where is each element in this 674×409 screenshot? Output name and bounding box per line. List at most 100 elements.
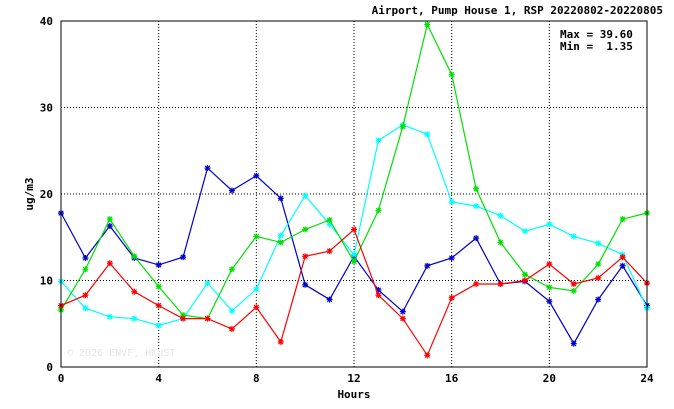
data-point (473, 280, 480, 287)
data-point (228, 187, 235, 194)
data-point (375, 207, 382, 214)
data-point (131, 288, 138, 295)
series-layer (58, 21, 650, 359)
data-point (399, 315, 406, 322)
data-point (619, 262, 626, 269)
data-point (106, 260, 113, 267)
data-point (351, 251, 357, 258)
y-axis-label: ug/m3 (23, 177, 36, 210)
data-point (595, 274, 602, 281)
plot-frame (60, 20, 648, 368)
data-point (155, 322, 162, 329)
data-point (546, 298, 553, 305)
data-point (155, 302, 162, 309)
data-point (351, 258, 357, 265)
x-tick-label: 4 (155, 372, 162, 385)
data-point (204, 315, 211, 322)
x-tick-label: 24 (640, 372, 654, 385)
data-point (497, 212, 504, 219)
x-tick-label: 12 (347, 372, 360, 385)
data-point (619, 216, 626, 223)
data-point (521, 271, 528, 278)
data-point (473, 203, 480, 210)
x-tick-labels: 0 4 8 12 16 20 24 (58, 372, 654, 385)
data-point (253, 304, 260, 311)
data-point (399, 308, 406, 315)
x-tick-label: 0 (58, 372, 65, 385)
data-point (253, 172, 260, 179)
data-point (277, 239, 284, 246)
data-point (619, 254, 626, 261)
data-point (106, 216, 113, 223)
data-point (448, 198, 455, 205)
data-point (424, 131, 431, 138)
data-point (546, 261, 553, 268)
data-point (375, 292, 382, 299)
data-point (595, 296, 602, 303)
data-point (82, 255, 89, 262)
data-point (277, 195, 284, 202)
data-point (570, 340, 577, 347)
data-point (302, 253, 309, 260)
data-point (448, 71, 455, 78)
data-point (253, 286, 260, 293)
data-point (82, 305, 89, 312)
data-point (82, 266, 89, 273)
data-point (570, 280, 577, 287)
data-point (595, 261, 602, 268)
data-point (228, 325, 235, 332)
data-point (424, 352, 431, 359)
data-point (570, 233, 577, 240)
data-point (82, 292, 89, 299)
data-point (546, 284, 553, 291)
y-tick-label: 10 (40, 275, 53, 288)
data-point (326, 216, 333, 223)
data-point (180, 315, 187, 322)
data-point (204, 280, 211, 287)
data-point (521, 277, 528, 284)
grid (61, 21, 647, 367)
data-point (302, 281, 309, 288)
data-point (131, 315, 138, 322)
data-point (253, 233, 260, 240)
max-label: Max = 39.60 (560, 28, 633, 41)
data-point (302, 192, 309, 199)
y-tick-label: 40 (40, 15, 53, 28)
data-point (375, 137, 382, 144)
series-3 (58, 21, 650, 322)
data-point (399, 123, 406, 130)
data-point (155, 261, 162, 268)
data-point (106, 313, 113, 320)
data-point (351, 226, 357, 233)
data-point (521, 228, 528, 235)
data-point (131, 253, 138, 260)
x-axis-label: Hours (337, 388, 370, 401)
series-4 (58, 226, 650, 359)
x-tick-label: 20 (543, 372, 556, 385)
data-point (302, 226, 309, 233)
series-2 (58, 121, 650, 329)
data-point (204, 165, 211, 172)
data-point (448, 294, 455, 301)
data-point (277, 232, 284, 239)
data-point (546, 221, 553, 228)
data-point (106, 223, 113, 230)
data-point (424, 262, 431, 269)
y-tick-label: 30 (40, 102, 53, 115)
watermark: © 2026 ENVF, HKUST (67, 348, 175, 359)
data-point (180, 254, 187, 261)
data-point (570, 287, 577, 294)
y-tick-label: 20 (40, 188, 53, 201)
data-point (228, 307, 235, 314)
x-tick-label: 8 (253, 372, 260, 385)
data-point (277, 338, 284, 345)
data-point (497, 239, 504, 246)
data-point (326, 248, 333, 255)
data-point (473, 235, 480, 242)
data-point (448, 255, 455, 262)
data-point (424, 21, 431, 28)
chart-title: Airport, Pump House 1, RSP 20220802-2022… (372, 4, 663, 17)
data-point (155, 283, 162, 290)
data-point (326, 296, 333, 303)
y-tick-labels: 0 10 20 30 40 (40, 15, 53, 374)
